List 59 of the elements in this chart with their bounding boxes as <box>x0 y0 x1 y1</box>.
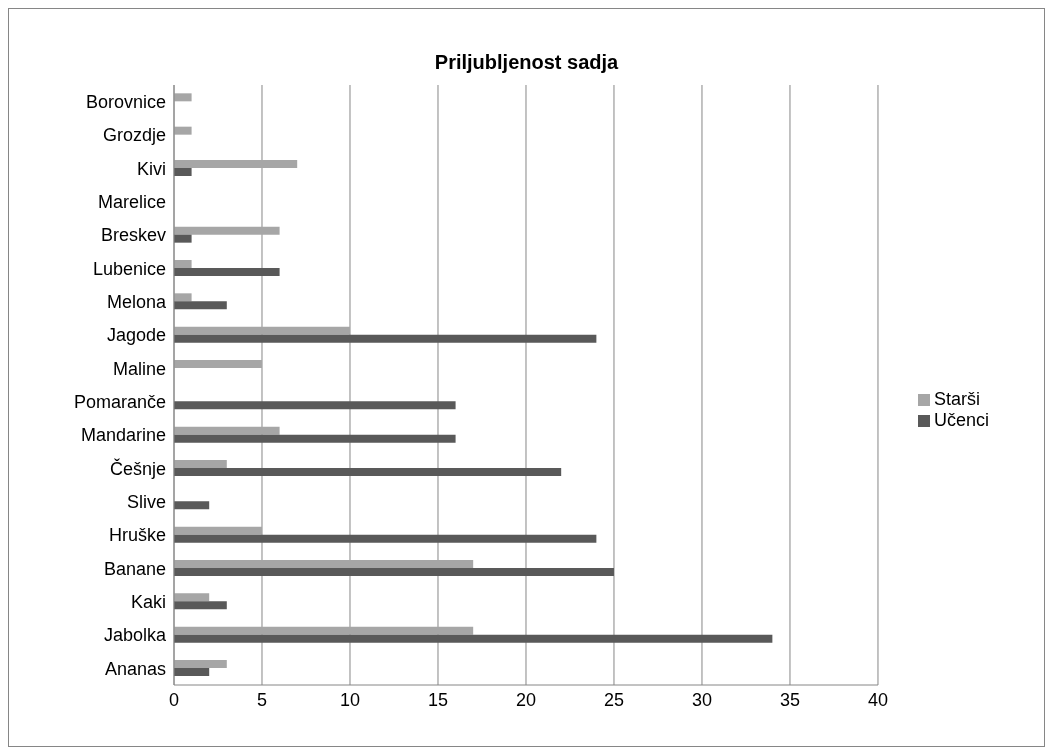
bar <box>174 534 597 543</box>
bar <box>174 660 227 668</box>
bar <box>174 501 210 510</box>
bar <box>174 560 474 568</box>
y-tick-label: Borovnice <box>85 92 166 113</box>
y-tick-label: Jabolka <box>103 625 167 646</box>
bar <box>174 268 280 276</box>
bar <box>174 326 350 335</box>
x-tick-label: 0 <box>168 689 180 710</box>
y-tick-label: Mandarine <box>80 425 166 446</box>
chart-title: Priljubljenost sadja <box>433 50 620 75</box>
y-tick-label: Grozdje <box>102 125 166 146</box>
x-tick-label: 15 <box>427 689 448 710</box>
y-tick-label: Banane <box>103 558 166 579</box>
legend-label: Starši <box>933 389 980 409</box>
bar <box>174 626 474 635</box>
bar <box>174 126 192 135</box>
x-tick-label: 30 <box>691 689 712 710</box>
y-tick-label: Hruške <box>108 525 166 546</box>
bar <box>174 634 773 643</box>
bar <box>174 460 227 468</box>
bar <box>174 426 280 435</box>
y-tick-label: Kivi <box>136 158 166 179</box>
bar <box>174 401 456 410</box>
legend-label: Učenci <box>933 410 989 430</box>
y-tick-label: Maline <box>112 358 166 379</box>
bar <box>174 168 192 176</box>
bar <box>174 93 192 102</box>
bar <box>174 160 298 168</box>
y-tick-label: Breskev <box>100 225 166 246</box>
y-tick-label: Kaki <box>130 592 166 613</box>
bar <box>174 601 227 610</box>
bar <box>174 593 210 602</box>
bar <box>174 568 614 576</box>
bar <box>174 668 210 676</box>
bar <box>174 301 227 310</box>
x-tick-label: 35 <box>779 689 800 710</box>
y-tick-label: Pomaranče <box>73 392 166 413</box>
bar <box>174 468 562 476</box>
bar <box>174 434 456 443</box>
x-tick-label: 10 <box>339 689 361 710</box>
bar <box>174 360 262 368</box>
bar <box>174 526 262 535</box>
x-tick-label: 5 <box>256 689 267 710</box>
y-tick-label: Marelice <box>97 192 166 213</box>
y-tick-label: Lubenice <box>92 258 166 279</box>
y-tick-label: Melona <box>106 292 167 313</box>
bar <box>174 293 192 302</box>
bar <box>174 234 192 243</box>
y-tick-label: Češnje <box>109 457 166 479</box>
y-tick-label: Jagode <box>106 325 166 346</box>
bar <box>174 226 280 235</box>
bar <box>174 334 597 343</box>
x-tick-label: 25 <box>603 689 624 710</box>
x-tick-label: 20 <box>515 689 536 710</box>
bar <box>174 260 192 268</box>
y-tick-label: Ananas <box>104 658 166 679</box>
y-tick-label: Slive <box>126 492 166 513</box>
x-tick-label: 40 <box>867 689 888 710</box>
